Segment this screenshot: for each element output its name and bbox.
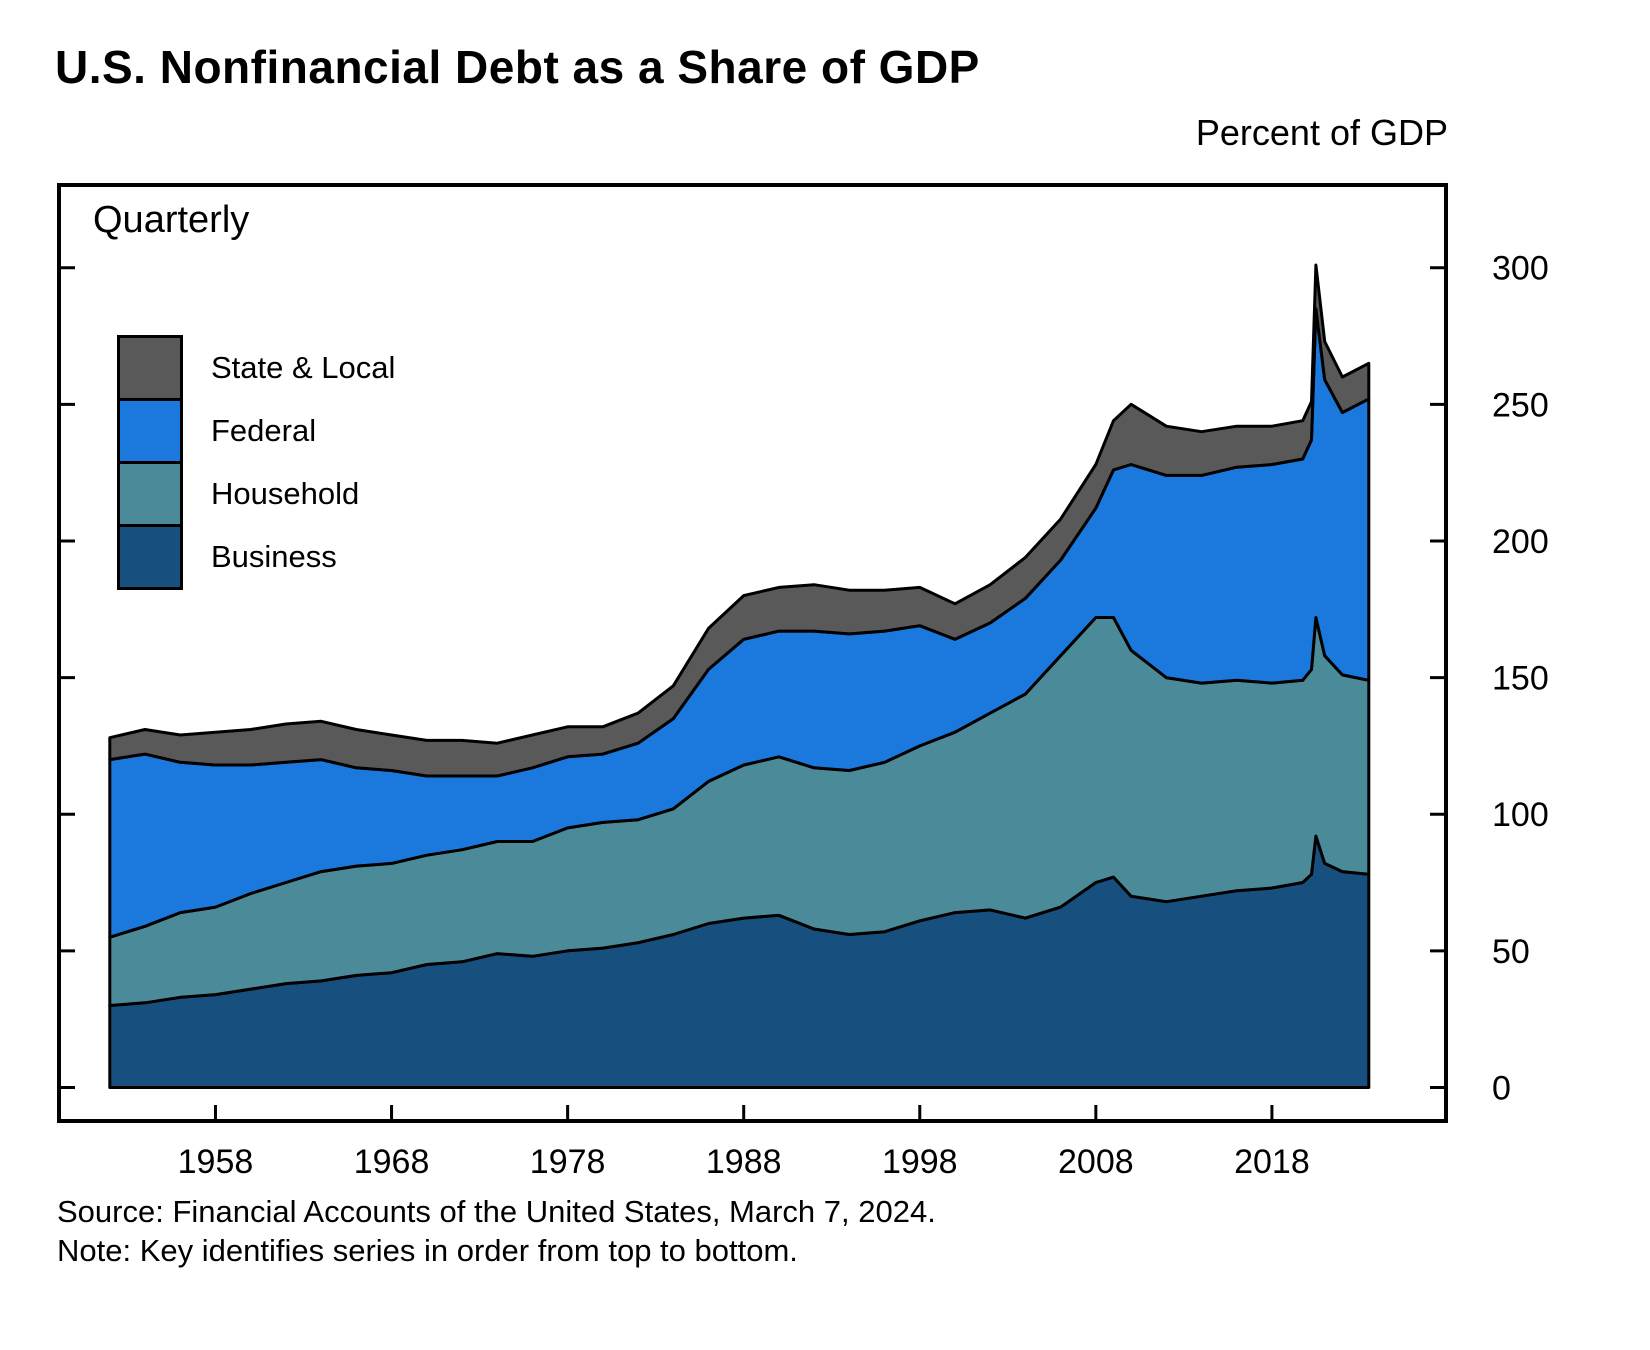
x-axis-tick-label: 2018: [1234, 1143, 1310, 1181]
legend-item-state-local: State & Local: [117, 335, 395, 401]
legend-swatch-business: [117, 524, 183, 590]
x-axis-tick-label: 2008: [1058, 1143, 1134, 1181]
y-axis-tick-label: 100: [1492, 796, 1549, 834]
stacked-area-chart: 1958 1968 1978 1988 1998 2008 2018 0 50 100 150 200…: [57, 183, 1549, 1181]
x-axis-tick-label: 1988: [706, 1143, 782, 1181]
x-axis-tick-label: 1968: [354, 1143, 430, 1181]
note-line: Note: Key identifies series in order fro…: [57, 1233, 798, 1268]
legend-item-federal: Federal: [117, 398, 395, 464]
page-title: U.S. Nonfinancial Debt as a Share of GDP: [55, 41, 980, 93]
plot-area: 1958 1968 1978 1988 1998 2008 2018 0 50 100 150 200…: [57, 183, 1549, 1181]
y-axis-tick-label: 50: [1492, 933, 1530, 971]
x-axis-tick-label: 1998: [882, 1143, 958, 1181]
legend-item-business: Business: [117, 524, 395, 590]
x-axis-tick-label: 1958: [178, 1143, 254, 1181]
y-axis-tick-label: 0: [1492, 1069, 1511, 1107]
legend-label-federal: Federal: [211, 413, 317, 448]
x-axis-tick-label: 1978: [530, 1143, 606, 1181]
legend-label-household: Household: [211, 476, 360, 511]
y-axis-tick-label: 150: [1492, 660, 1549, 698]
area-state-local: [108, 263, 1371, 778]
y-axis-tick-label: 200: [1492, 523, 1549, 561]
legend: State & Local Federal Household Business: [117, 335, 395, 590]
legend-item-household: Household: [117, 461, 395, 527]
legend-label-state-local: State & Local: [211, 350, 396, 385]
source-line: Source: Financial Accounts of the United…: [57, 1194, 936, 1229]
y-axis-unit-label: Percent of GDP: [1195, 112, 1448, 153]
legend-label-business: Business: [211, 539, 337, 574]
plot-border: [57, 183, 1448, 1123]
frequency-label: Quarterly: [93, 199, 250, 241]
y-axis-tick-label: 250: [1492, 386, 1549, 424]
y-axis-tick-label: 300: [1492, 250, 1549, 288]
legend-swatch-state-local: [117, 335, 183, 401]
legend-swatch-household: [117, 461, 183, 527]
legend-swatch-federal: [117, 398, 183, 464]
